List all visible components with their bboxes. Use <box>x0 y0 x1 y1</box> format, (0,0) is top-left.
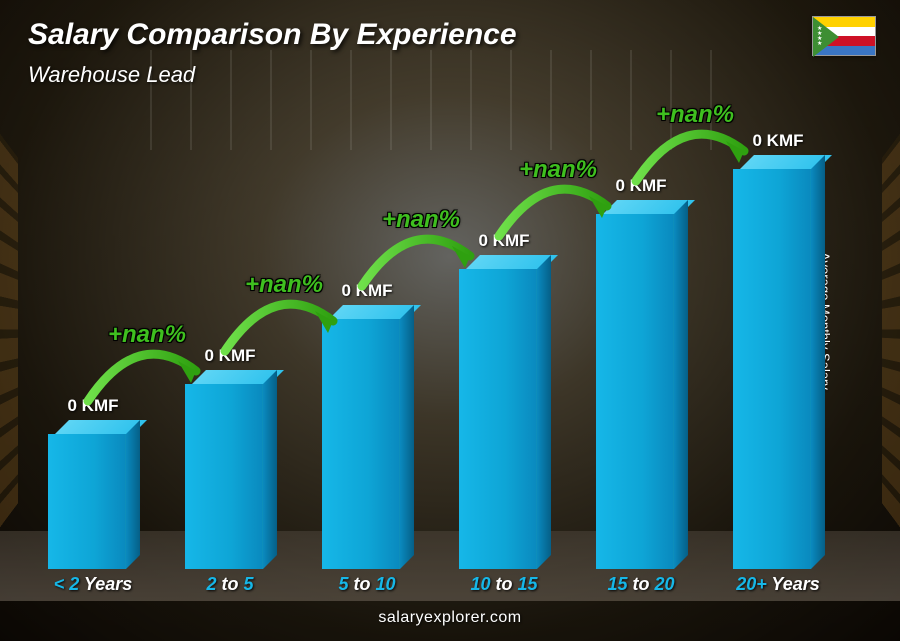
delta-label-0: +nan% <box>108 321 186 349</box>
arrow-0: +nan% <box>78 331 228 426</box>
xcat-2-prefix: 5 <box>338 574 348 594</box>
chart-container: Salary Comparison By Experience Warehous… <box>0 0 900 641</box>
xcat-0-suffix: Years <box>79 574 132 594</box>
flag-stars: ★★★★ <box>817 27 822 47</box>
xcat-1-mid: to <box>217 574 244 594</box>
bar-front-3 <box>459 269 537 569</box>
bar-side-5 <box>811 155 825 569</box>
xcat-3-prefix: 10 <box>470 574 490 594</box>
xcat-5: 20+ Years <box>708 574 848 595</box>
xcat-5-prefix: 20+ <box>736 574 767 594</box>
xcat-4-prefix: 15 <box>607 574 627 594</box>
xcat-0-prefix: < 2 <box>54 574 80 594</box>
bar-side-2 <box>400 305 414 569</box>
delta-label-1: +nan% <box>245 271 323 299</box>
arrow-4: +nan% <box>626 111 776 206</box>
bar-side-3 <box>537 255 551 569</box>
xcat-1: 2 to 5 <box>160 574 300 595</box>
bg-shelves-right <box>882 80 900 581</box>
xcat-3-suffix: 15 <box>518 574 538 594</box>
arrow-3: +nan% <box>489 166 639 261</box>
xcat-2: 5 to 10 <box>297 574 437 595</box>
bar-side-1 <box>263 370 277 569</box>
flag-comoros: ★★★★ <box>812 16 876 56</box>
xcat-2-mid: to <box>348 574 375 594</box>
xcat-4-mid: to <box>628 574 655 594</box>
chart-subtitle: Warehouse Lead <box>28 62 195 88</box>
chart-title: Salary Comparison By Experience <box>28 18 517 52</box>
delta-label-4: +nan% <box>656 101 734 129</box>
arrow-2: +nan% <box>352 216 502 311</box>
xcat-3: 10 to 15 <box>434 574 574 595</box>
bar-side-4 <box>674 200 688 569</box>
bg-shelves-left <box>0 80 18 581</box>
bar-front-5 <box>733 169 811 569</box>
footer-credit: salaryexplorer.com <box>0 609 900 627</box>
bar-chart: 0 KMF 0 KMF 0 KMF 0 KMF <box>38 89 858 569</box>
xcat-1-suffix: 5 <box>244 574 254 594</box>
bar-side-0 <box>126 420 140 569</box>
xcat-4: 15 to 20 <box>571 574 711 595</box>
xcat-2-suffix: 10 <box>375 574 395 594</box>
xcat-3-mid: to <box>491 574 518 594</box>
xcat-1-prefix: 2 <box>206 574 216 594</box>
bar-front-4 <box>596 214 674 569</box>
xcat-0: < 2 Years <box>23 574 163 595</box>
delta-label-3: +nan% <box>519 156 597 184</box>
arrow-1: +nan% <box>215 281 365 376</box>
xcat-4-suffix: 20 <box>655 574 675 594</box>
bar-front-0 <box>48 434 126 569</box>
xcat-5-suffix: Years <box>767 574 820 594</box>
delta-label-2: +nan% <box>382 206 460 234</box>
